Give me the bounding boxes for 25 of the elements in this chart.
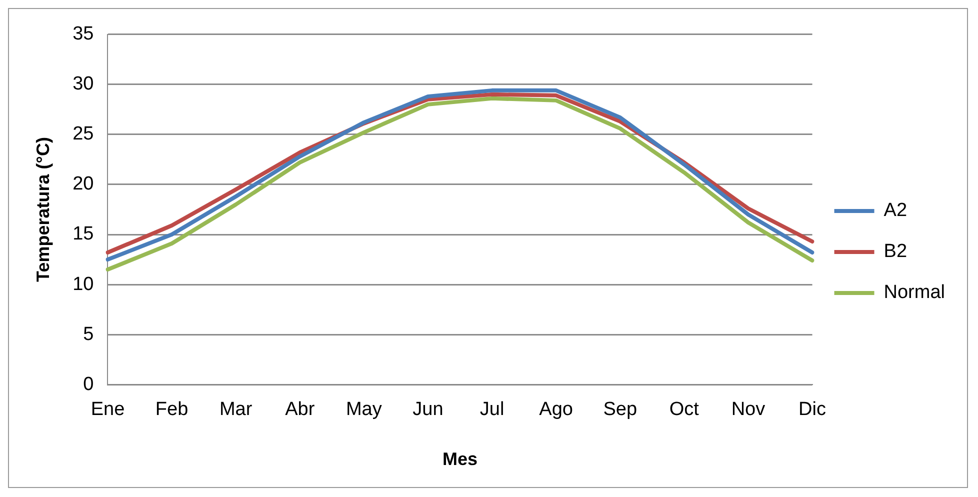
x-tick-label: Abr <box>285 399 316 420</box>
y-tick-label: 35 <box>72 24 94 45</box>
x-tick-label: Dic <box>798 399 826 420</box>
legend-label: Normal <box>884 282 946 304</box>
y-tick-label: 20 <box>72 174 94 195</box>
y-tick-label: 15 <box>72 224 94 245</box>
y-tick-label: 10 <box>72 274 94 295</box>
x-tick-label: Ago <box>539 399 573 420</box>
x-tick-label: Sep <box>603 399 638 420</box>
x-tick-label: Nov <box>731 399 766 420</box>
x-tick-label: Mar <box>219 399 253 420</box>
x-axis-title: Mes <box>442 449 478 470</box>
x-tick-label: Ene <box>90 399 125 420</box>
x-tick-label: Feb <box>155 399 188 420</box>
x-tick-label: Jul <box>480 399 504 420</box>
legend-label: B2 <box>884 241 908 262</box>
y-tick-label: 0 <box>83 374 94 395</box>
x-tick-label: May <box>346 399 382 420</box>
y-tick-label: 25 <box>72 124 94 145</box>
x-tick-label: Oct <box>669 399 700 420</box>
y-tick-label: 30 <box>72 74 94 95</box>
y-tick-label: 5 <box>83 324 94 345</box>
legend-label: A2 <box>884 200 908 222</box>
x-tick-label: Jun <box>412 399 444 420</box>
y-axis-title: Temperatura (°C) <box>32 137 53 282</box>
